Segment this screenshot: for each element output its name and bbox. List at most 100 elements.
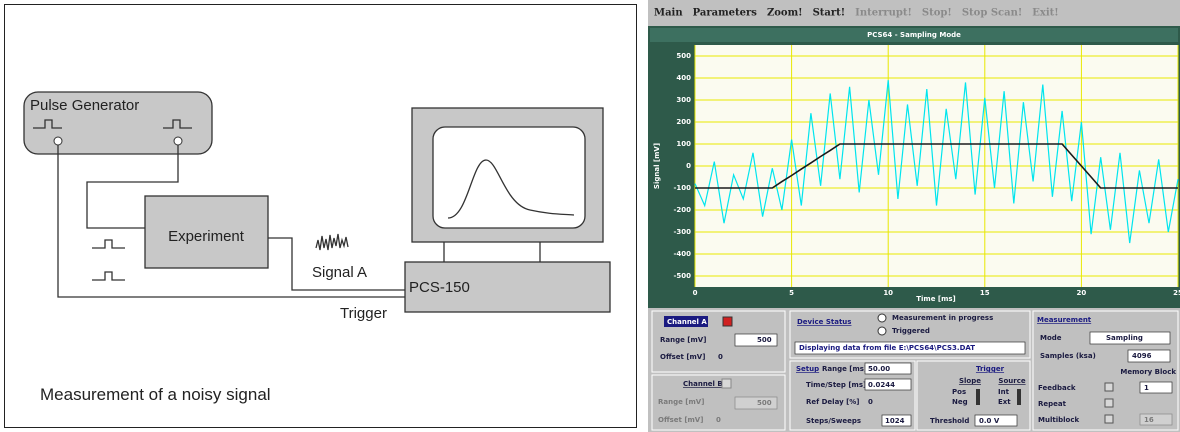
setup-title: Setup [796, 365, 819, 373]
monitor-stand [443, 242, 541, 262]
y-tick-label: 200 [676, 118, 691, 126]
label: Range [ms] [822, 365, 867, 373]
value: 1 [1144, 384, 1149, 392]
device-label: PCS-150 [409, 279, 470, 296]
value: 500 [757, 336, 772, 344]
label: Range [mV] [658, 398, 704, 406]
channel-a-range[interactable] [734, 333, 778, 347]
label: Source [998, 377, 1025, 385]
y-tick-label: -300 [673, 228, 691, 236]
pulse-generator-label: Pulse Generator [30, 97, 139, 114]
label: Feedback [1038, 384, 1076, 392]
measurement-box [1032, 310, 1179, 431]
screen-curve [447, 159, 575, 219]
y-tick-label: 400 [676, 74, 691, 82]
checkbox[interactable] [1104, 382, 1114, 392]
option: Ext [998, 398, 1011, 406]
channel-a-enable[interactable] [722, 316, 733, 327]
menu-item[interactable]: Exit! [1032, 8, 1058, 19]
trigger-title: Trigger [976, 365, 1005, 373]
menu-item[interactable]: Interrupt! [855, 8, 912, 19]
menu-item[interactable]: Stop! [922, 8, 952, 19]
pulse-symbol [92, 239, 125, 281]
trigger-label: Trigger [340, 305, 387, 322]
experiment-label: Experiment [168, 228, 245, 245]
noise-symbol [315, 233, 349, 251]
option: Pos [952, 388, 966, 396]
status-text: Triggered [892, 327, 930, 335]
menu-bar [648, 0, 1180, 26]
x-tick-label: 0 [693, 289, 698, 297]
status-led [877, 326, 887, 336]
value: 0 [716, 416, 721, 424]
plot-title: PCS64 - Sampling Mode [867, 31, 961, 39]
value: 0 [718, 353, 723, 361]
label: Slope [959, 377, 981, 385]
menu-item[interactable]: Stop Scan! [962, 8, 1022, 19]
plot-title-bar [650, 28, 1178, 42]
input[interactable] [1139, 381, 1173, 394]
input[interactable] [974, 414, 1018, 427]
y-tick-label: 500 [676, 52, 691, 60]
x-tick-label: 10 [883, 289, 893, 297]
value: Sampling [1106, 334, 1143, 342]
input[interactable] [864, 362, 912, 375]
value: 0 [868, 398, 873, 406]
input[interactable] [1139, 413, 1173, 426]
label: Time/Step [ms] [806, 381, 866, 389]
x-tick-label: 15 [980, 289, 990, 297]
label: Mode [1040, 334, 1062, 342]
value: 1024 [885, 417, 905, 425]
menu-item[interactable]: Parameters [693, 8, 758, 19]
experiment [144, 195, 269, 269]
status-text: Measurement in progress [892, 314, 993, 322]
value: 16 [1144, 416, 1154, 424]
series-line [695, 143, 1178, 189]
checkbox[interactable] [1104, 414, 1114, 424]
series-line [694, 80, 1179, 244]
x-tick-label: 20 [1077, 289, 1087, 297]
label: Offset [mV] [658, 416, 703, 424]
input[interactable] [864, 378, 912, 391]
channel-b-title: Channel B [683, 380, 723, 388]
mode-select[interactable] [1089, 331, 1171, 345]
x-tick-label: 5 [789, 289, 794, 297]
menu-item[interactable]: Start! [813, 8, 846, 19]
device-status-title: Device Status [797, 318, 851, 326]
checkbox[interactable] [1104, 398, 1114, 408]
label: Multiblock [1038, 416, 1079, 424]
value: 500 [757, 399, 772, 407]
y-axis-label: Signal [mV] [653, 143, 661, 189]
channel-a-title: Channel A [667, 318, 707, 326]
y-tick-label: -100 [673, 184, 691, 192]
y-tick-label: -500 [673, 272, 691, 280]
channel-b-range[interactable] [734, 396, 778, 410]
label: Memory Block [1120, 368, 1176, 376]
option: Neg [952, 398, 968, 406]
value: 0.0244 [868, 381, 895, 389]
option: Int [998, 388, 1010, 396]
label: Steps/Sweeps [806, 417, 861, 425]
menu-item[interactable]: Zoom! [767, 8, 803, 19]
measurement-title: Measurement [1037, 316, 1092, 324]
pulse-generator [23, 91, 213, 155]
label: Range [mV] [660, 336, 706, 344]
input[interactable] [1127, 349, 1171, 363]
signal-label: Signal A [312, 264, 367, 281]
y-tick-label: -400 [673, 250, 691, 258]
y-tick-label: 100 [676, 140, 691, 148]
channel-b-enable[interactable] [721, 378, 732, 389]
input[interactable] [881, 414, 912, 427]
menu-item[interactable]: Main [654, 8, 683, 19]
caption: Measurement of a noisy signal [40, 385, 271, 404]
pulse-symbol [33, 119, 192, 129]
status-message-box [794, 341, 1026, 355]
slope-switch[interactable] [976, 389, 980, 405]
y-tick-label: -200 [673, 206, 691, 214]
source-switch[interactable] [1017, 389, 1021, 405]
status-led [877, 313, 887, 323]
label: Threshold [930, 417, 969, 425]
label: Samples (ksa) [1040, 352, 1096, 360]
x-tick-label: 25 [1173, 289, 1180, 297]
